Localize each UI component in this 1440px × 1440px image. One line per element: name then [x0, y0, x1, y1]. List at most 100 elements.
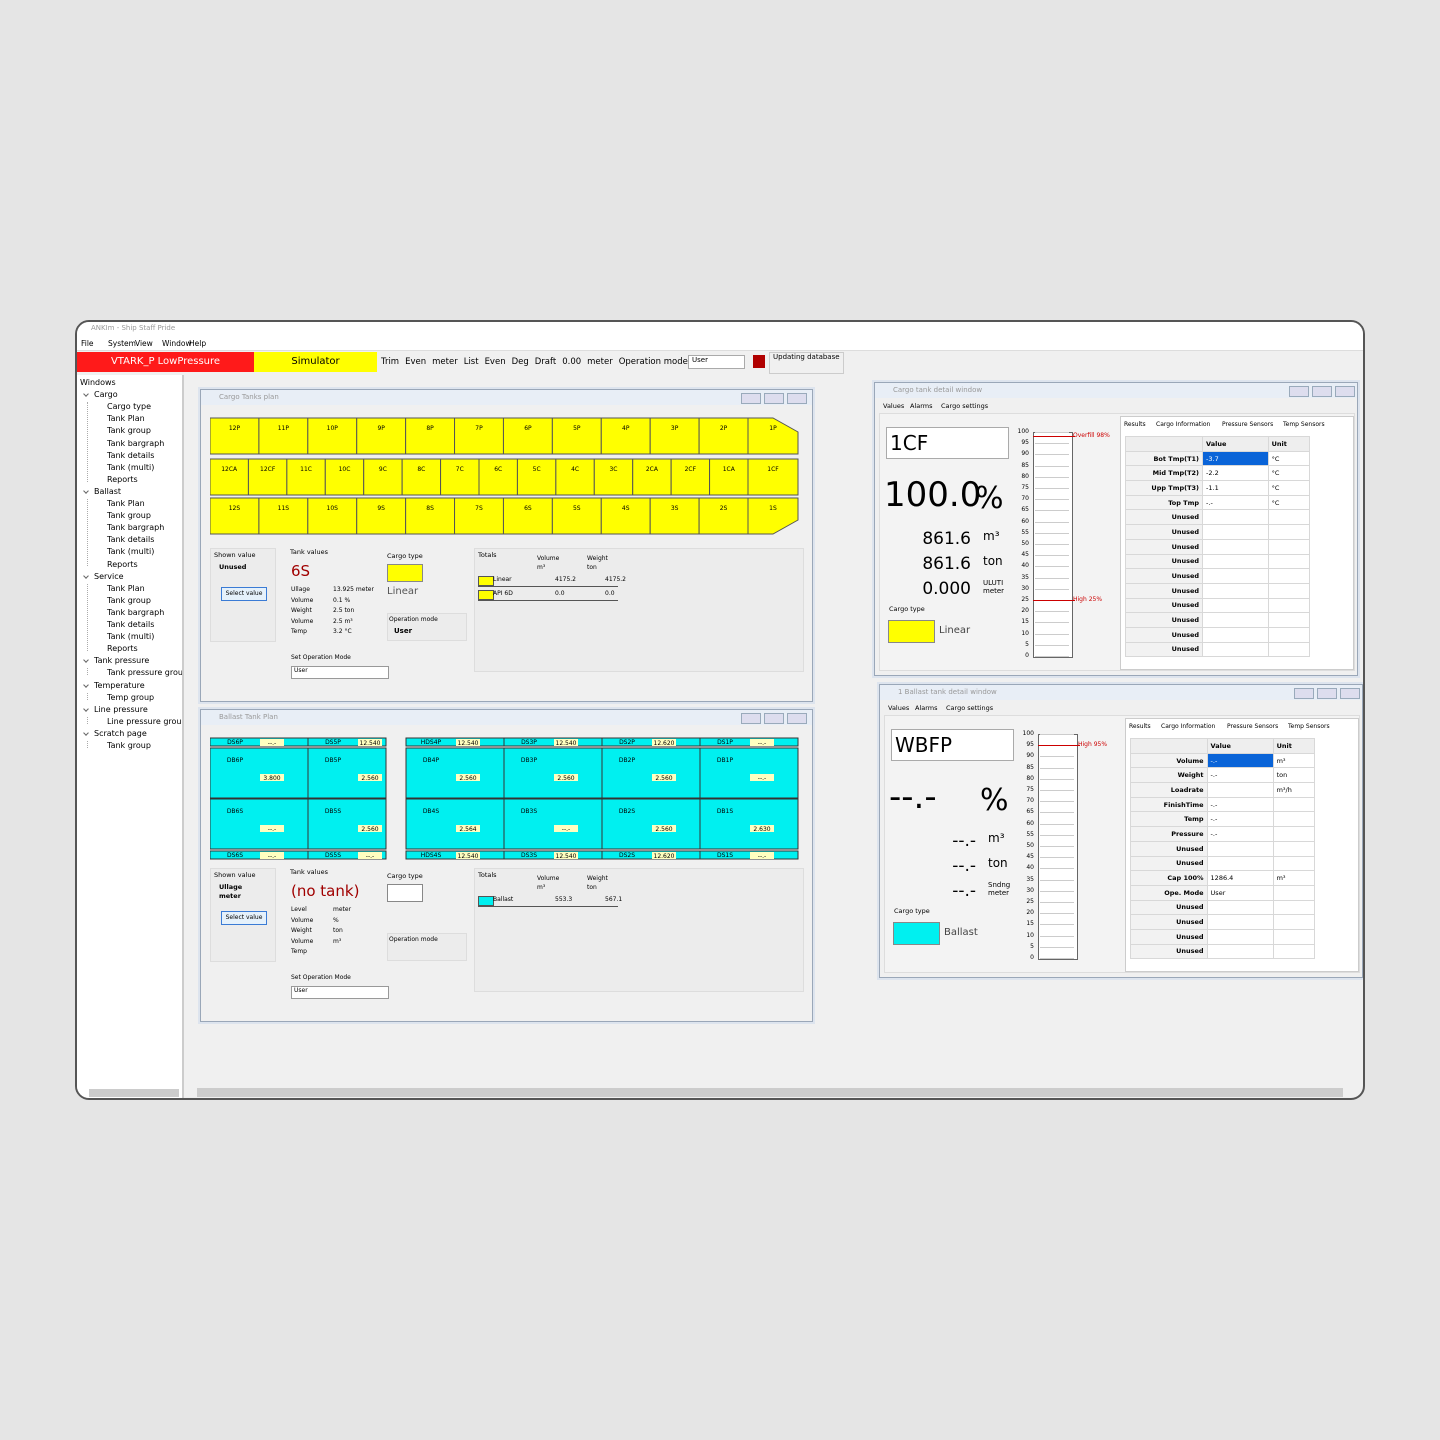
tree-item[interactable]: Tank group [107, 511, 151, 521]
tree-item[interactable]: Tank details [107, 450, 155, 460]
toolbar-items: Trim Even meter List Even Deg Draft 0.00 meter Op… [381, 357, 688, 367]
menu-item[interactable]: View [135, 339, 153, 348]
window-button[interactable] [764, 393, 784, 404]
tree-item[interactable]: Tank (multi) [107, 547, 155, 557]
window-button[interactable] [1317, 688, 1337, 699]
tab[interactable]: Results [1124, 421, 1146, 428]
window-button[interactable] [1335, 386, 1355, 397]
window-button[interactable] [787, 713, 807, 724]
tank-value-label: Ullage [291, 586, 310, 593]
tree-item[interactable]: Tank bargraph [107, 438, 165, 448]
tree-item[interactable]: Line pressure group [107, 716, 184, 726]
operation-mode-box: Operation mode User [387, 613, 467, 641]
cell-unit [1267, 553, 1311, 570]
tree-item[interactable]: Tank group [107, 595, 151, 605]
menu-item[interactable]: Help [189, 339, 207, 348]
tab[interactable]: Values [883, 402, 905, 410]
tree-item[interactable]: Tank group [107, 741, 151, 750]
tree-item[interactable]: Tank details [107, 535, 155, 545]
tank-select[interactable]: 1CF [886, 427, 1009, 459]
totals-name: API 6D [493, 590, 513, 597]
tree-item[interactable]: Tank (multi) [107, 632, 155, 642]
tree-item[interactable]: Tank details [107, 620, 155, 629]
tree-item[interactable]: Tank Plan [107, 414, 145, 424]
tree-group[interactable]: Service [94, 571, 124, 581]
table-row: Ope. Mode User [1130, 884, 1316, 901]
tab[interactable]: Pressure Sensors [1222, 421, 1274, 428]
tree-item[interactable]: Tank group [107, 426, 151, 436]
tab[interactable]: Alarms [915, 704, 938, 712]
scale-tick [1040, 935, 1074, 937]
cargo-tank [307, 417, 358, 455]
tree-item[interactable]: Tank bargraph [107, 607, 165, 617]
tree-group[interactable]: Ballast [94, 486, 122, 496]
window-button[interactable] [741, 393, 761, 404]
scale-label: 75 [1026, 786, 1034, 793]
tree-item[interactable]: Reports [107, 474, 138, 484]
tab[interactable]: Temp Sensors [1288, 723, 1330, 730]
set-mode-select[interactable]: User [291, 986, 389, 999]
tab[interactable]: Pressure Sensors [1227, 723, 1279, 730]
label: Cargo type [889, 605, 925, 613]
totals-box: Totals Volume m³ Weight ton Linear 4175.2 4175.… [474, 548, 804, 672]
window-button[interactable] [1294, 688, 1314, 699]
tree-group[interactable]: Scratch page [94, 728, 147, 738]
tank-value: % [333, 916, 339, 924]
scale-label: 45 [1026, 853, 1034, 861]
mode-banner: Simulator [254, 352, 377, 372]
tree-item[interactable]: Tank (multi) [107, 462, 155, 472]
cell-unit: m³ [1272, 870, 1316, 886]
tab[interactable]: Alarms [910, 402, 933, 410]
operation-mode-select[interactable]: User [688, 355, 745, 369]
tree-item[interactable]: Reports [107, 644, 138, 654]
window-button[interactable] [741, 713, 761, 724]
cell-name: Volume [1130, 752, 1208, 769]
cell-unit: °C [1267, 480, 1311, 496]
select-value-button[interactable]: Select value [221, 911, 267, 925]
tree-item[interactable]: Tank bargraph [107, 523, 165, 533]
tab[interactable]: Cargo Information [1156, 421, 1211, 428]
tab[interactable]: Temp Sensors [1283, 421, 1325, 428]
menu-item[interactable]: System [108, 339, 136, 348]
ballast-tank [307, 747, 387, 799]
menu-item[interactable]: Window [162, 339, 192, 348]
window-button[interactable] [787, 393, 807, 404]
window-button[interactable] [1312, 386, 1332, 397]
tab[interactable]: Results [1129, 723, 1151, 730]
tree-group[interactable]: Cargo [94, 390, 118, 400]
tree-item[interactable]: Tank Plan [107, 583, 145, 593]
ballast-tank [210, 798, 309, 850]
tree-group[interactable]: Line pressure [94, 704, 148, 714]
tank-label: 1S [769, 505, 777, 512]
cell-name: Unused [1124, 509, 1204, 526]
percent: --.- [889, 777, 937, 817]
tree-item[interactable]: Tank pressure group [107, 668, 184, 678]
tree-item[interactable]: Temp group [107, 692, 155, 702]
window-button[interactable] [1289, 386, 1309, 397]
tank-select[interactable]: WBFP [891, 729, 1014, 761]
cell-unit [1267, 524, 1311, 540]
menu-item[interactable]: File [81, 339, 94, 348]
tab[interactable]: Cargo Information [1161, 723, 1216, 730]
tank-value: 3.2 °C [333, 628, 352, 635]
tree-item[interactable]: Tank Plan [107, 499, 145, 508]
tree-item[interactable]: Reports [107, 559, 138, 569]
tank-label: 9C [379, 466, 387, 473]
tree-item[interactable]: Cargo type [107, 402, 152, 412]
tank-label: DS5S [325, 852, 341, 859]
tank-value-label: Volume [291, 617, 314, 625]
window-button[interactable] [764, 713, 784, 724]
window-button[interactable] [1340, 688, 1360, 699]
select-value-button[interactable]: Select value [221, 587, 267, 601]
tree-group[interactable]: Temperature [94, 680, 145, 690]
tank-label: DS2P [619, 739, 635, 746]
percent: 100.0 [884, 475, 982, 515]
tab[interactable]: Cargo settings [941, 402, 989, 410]
tree-group[interactable]: Tank pressure [94, 656, 150, 666]
cell-value [1206, 928, 1274, 945]
tree-connector [87, 498, 88, 567]
set-mode-select[interactable]: User [291, 666, 389, 679]
tab[interactable]: Values [888, 704, 910, 712]
cell-value [1202, 553, 1269, 570]
tab[interactable]: Cargo settings [946, 704, 994, 712]
